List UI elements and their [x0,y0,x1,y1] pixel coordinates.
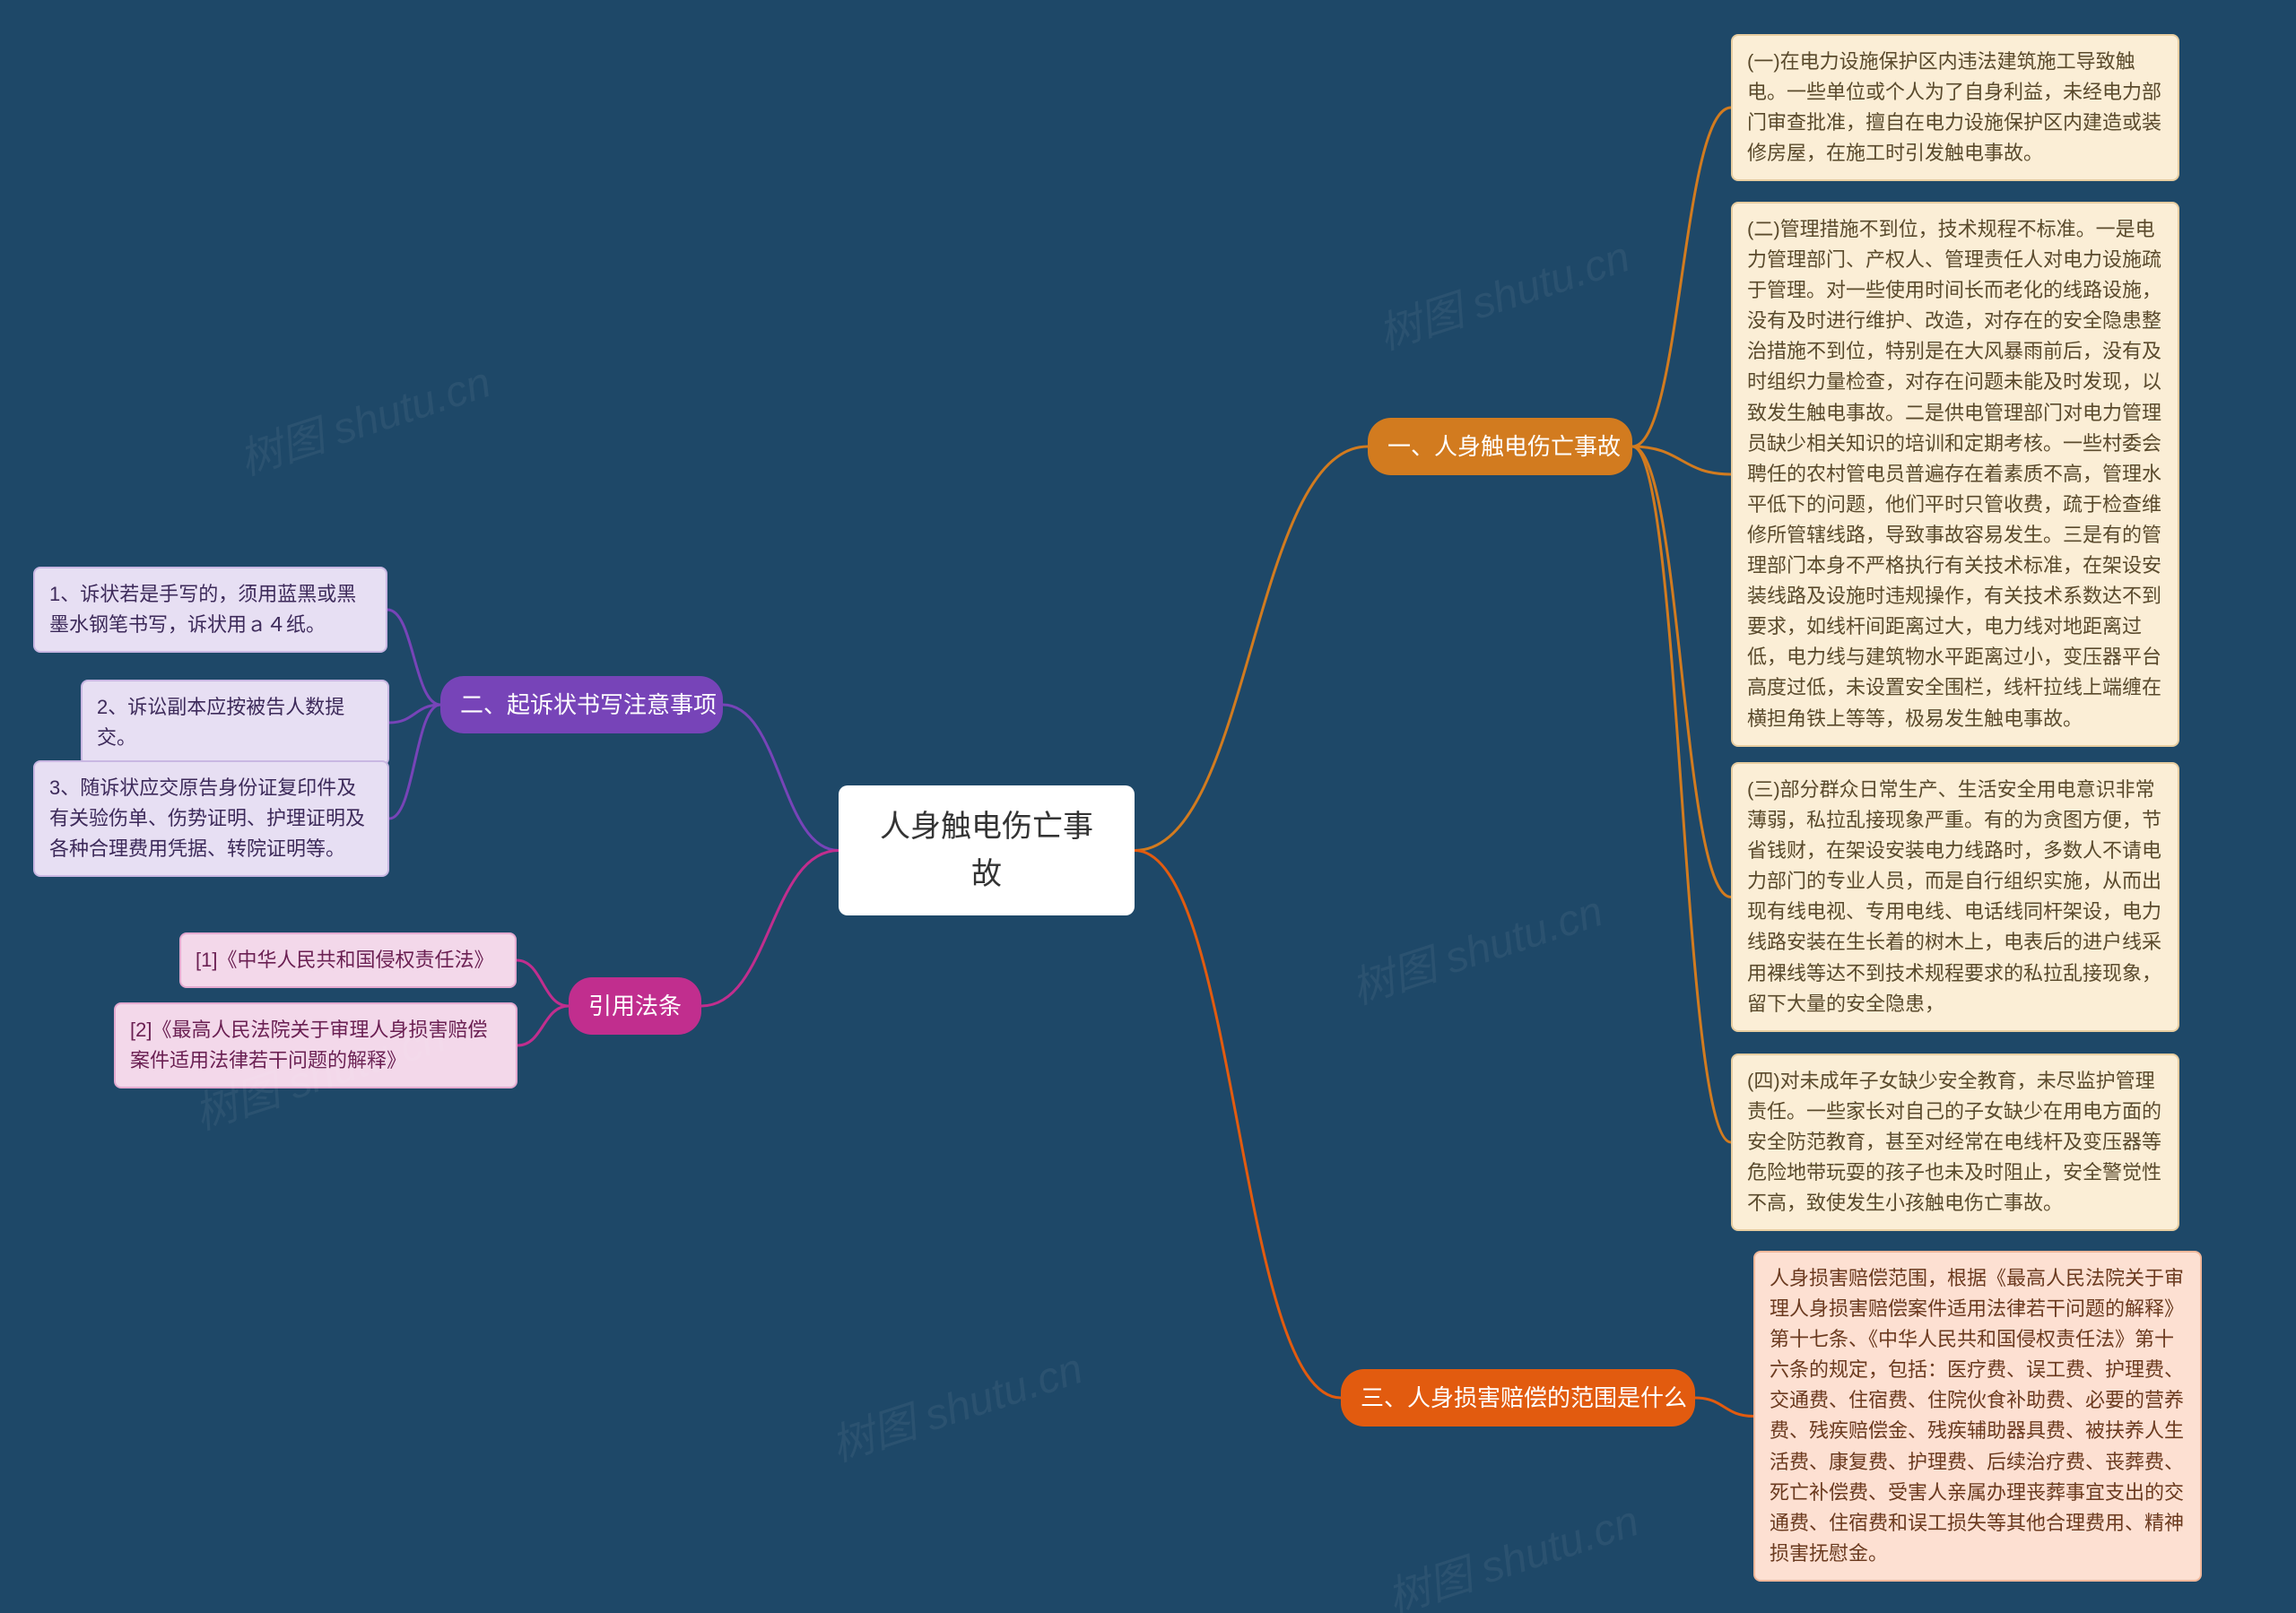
connector [701,851,839,1007]
branch-b2[interactable]: 二、起诉状书写注意事项 [440,676,723,733]
connector [1632,108,1731,447]
leaf-b1l2[interactable]: (二)管理措施不到位，技术规程不标准。一是电力管理部门、产权人、管理责任人对电力… [1731,202,2179,747]
leaf-b2l2[interactable]: 2、诉讼副本应按被告人数提交。 [81,680,389,766]
connector [387,610,440,705]
connector [723,705,839,851]
leaf-b2l3[interactable]: 3、随诉状应交原告身份证复印件及有关验伤单、伤势证明、护理证明及各种合理费用凭据… [33,760,389,877]
connector [1632,447,1731,898]
root-node[interactable]: 人身触电伤亡事故 [839,785,1135,915]
leaf-b1l4[interactable]: (四)对未成年子女缺少安全教育，未尽监护管理责任。一些家长对自己的子女缺少在用电… [1731,1054,2179,1231]
leaf-b3l1[interactable]: 人身损害赔偿范围，根据《最高人民法院关于审理人身损害赔偿案件适用法律若干问题的解… [1753,1251,2202,1582]
leaf-b1l1[interactable]: (一)在电力设施保护区内违法建筑施工导致触电。一些单位或个人为了自身利益，未经电… [1731,34,2179,181]
branch-b3[interactable]: 三、人身损害赔偿的范围是什么 [1341,1369,1695,1427]
connector [517,960,569,1006]
connector [1135,447,1368,851]
branch-b4[interactable]: 引用法条 [569,977,701,1035]
connector [1135,851,1341,1399]
leaf-b4l2[interactable]: [2]《最高人民法院关于审理人身损害赔偿案件适用法律若干问题的解释》 [114,1002,517,1088]
branch-b1[interactable]: 一、人身触电伤亡事故 [1368,418,1632,475]
leaf-b4l1[interactable]: [1]《中华人民共和国侵权责任法》 [179,932,517,988]
leaf-b1l3[interactable]: (三)部分群众日常生产、生活安全用电意识非常薄弱，私拉乱接现象严重。有的为贪图方… [1731,762,2179,1032]
connector [517,1006,569,1045]
connector [1632,447,1731,1142]
connector [1695,1398,1753,1417]
leaf-b2l1[interactable]: 1、诉状若是手写的，须用蓝黑或黑墨水钢笔书写，诉状用ａ４纸。 [33,567,387,653]
